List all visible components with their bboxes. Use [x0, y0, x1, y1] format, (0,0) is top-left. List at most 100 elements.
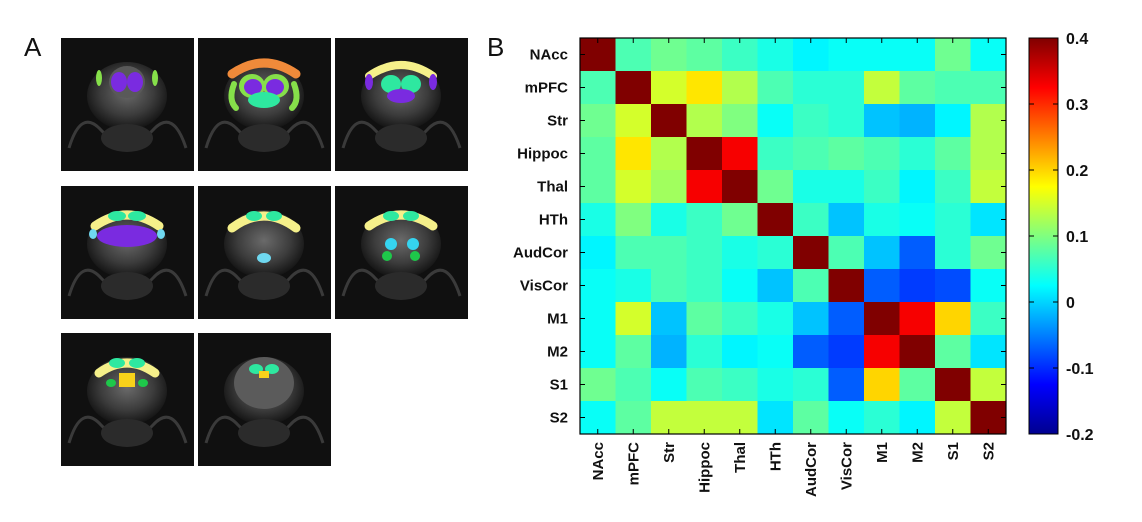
region-s1-right: [138, 379, 148, 387]
heatmap-cell: [899, 38, 936, 72]
region-m1-right: [266, 211, 282, 221]
heatmap-cell: [970, 368, 1007, 402]
region-cortex-right: [289, 81, 300, 111]
region-s1-right: [410, 251, 420, 261]
heatmap-cell: [828, 38, 865, 72]
heatmap-cell: [722, 335, 758, 369]
heatmap-cell: [757, 170, 794, 204]
heatmap-cell: [580, 137, 616, 171]
column-label: M1: [874, 442, 891, 463]
region-aud-left: [365, 74, 373, 90]
heatmap-cell: [970, 269, 1007, 303]
heatmap-cell: [935, 302, 971, 336]
row-label: AudCor: [513, 245, 568, 262]
heatmap-cell: [899, 236, 936, 270]
heatmap-cell: [615, 269, 652, 303]
heatmap-cell: [864, 368, 900, 402]
region-str-right: [401, 75, 421, 93]
heatmap-cell: [686, 269, 723, 303]
heatmap-cell: [970, 335, 1007, 369]
region-nacc-left: [111, 72, 127, 92]
region-m1-left: [383, 211, 399, 221]
panel-label-a: A: [24, 32, 42, 62]
heatmap-cell: [651, 170, 687, 204]
heatmap-cell: [722, 170, 758, 204]
heatmap-cell: [970, 203, 1007, 237]
heatmap-cell: [757, 401, 794, 435]
brain-slice-tile: [61, 333, 194, 466]
heatmap-cell: [686, 401, 723, 435]
region-hippoc: [97, 225, 157, 247]
region-cortex-arc: [90, 210, 164, 231]
brain-tissue: [87, 357, 167, 425]
heatmap-cell: [899, 203, 936, 237]
colorbar-tick-label: 0.3: [1066, 97, 1088, 114]
heatmap-cell: [686, 335, 723, 369]
heatmap-cell: [615, 302, 652, 336]
heatmap-cell: [651, 104, 687, 138]
heatmap-cell: [615, 203, 652, 237]
brain-slices-panel: [61, 38, 468, 466]
region-m1-left: [109, 358, 125, 368]
heatmap-cell: [793, 170, 829, 204]
heatmap-cell: [899, 335, 936, 369]
heatmap-cell: [935, 38, 971, 72]
heatmap-cell: [757, 302, 794, 336]
heatmap-cell: [970, 137, 1007, 171]
region-mpfc-arc: [227, 58, 301, 79]
heatmap-cell: [651, 236, 687, 270]
region-m1-right: [128, 211, 146, 221]
heatmap-cell: [828, 368, 865, 402]
heatmap-cell: [580, 269, 616, 303]
colorbar-tick-label: 0.1: [1066, 229, 1088, 246]
region-s2-left: [89, 229, 97, 239]
heatmap-cell: [651, 269, 687, 303]
heatmap-cell: [722, 401, 758, 435]
heatmap-border: [579, 37, 1007, 435]
heatmap-cell: [722, 38, 758, 72]
heatmap-cell: [793, 71, 829, 105]
region-s1-left: [382, 251, 392, 261]
heatmap-cell: [935, 335, 971, 369]
brain-slice-tile: [198, 186, 331, 319]
row-label: mPFC: [525, 80, 569, 97]
heatmap-cell: [651, 71, 687, 105]
heatmap-cell: [793, 302, 829, 336]
heatmap-cell: [686, 170, 723, 204]
column-label: M2: [909, 442, 926, 463]
brainstem-tissue: [101, 272, 153, 300]
heatmap-cell: [828, 302, 865, 336]
heatmap-cell: [828, 71, 865, 105]
heatmap-cell: [686, 203, 723, 237]
column-label: AudCor: [803, 442, 820, 497]
region-cortex-arc: [94, 358, 160, 378]
heatmap-cell: [970, 302, 1007, 336]
row-label: S2: [550, 410, 568, 427]
panel-label-b: B: [487, 32, 505, 62]
colorbar: 0.4 0.3 0.2 0.1 0 -0.1 -0.2: [1028, 31, 1094, 444]
heatmap-cell: [757, 269, 794, 303]
heatmap-cell: [615, 368, 652, 402]
brain-slice-tile: [61, 186, 194, 319]
heatmap-cell: [935, 104, 971, 138]
region-aud-right: [429, 74, 437, 90]
heatmap-cell: [864, 335, 900, 369]
correlation-heatmap: [579, 37, 1007, 435]
heatmap-cell: [828, 203, 865, 237]
row-label: M1: [547, 311, 568, 328]
heatmap-cell: [828, 236, 865, 270]
tissue-highlight: [234, 357, 294, 409]
brainstem-tissue: [238, 419, 290, 447]
heatmap-cell: [686, 71, 723, 105]
colorbar-tick-label: 0.2: [1066, 163, 1088, 180]
region-thal: [119, 373, 135, 387]
column-label: NAcc: [590, 442, 607, 480]
heatmap-cell: [935, 137, 971, 171]
heatmap-cell: [899, 302, 936, 336]
heatmap-cell: [615, 335, 652, 369]
heatmap-cell: [864, 302, 900, 336]
heatmap-cell: [722, 302, 758, 336]
heatmap-cell: [615, 104, 652, 138]
colorbar-tick-label: 0.4: [1066, 31, 1088, 48]
